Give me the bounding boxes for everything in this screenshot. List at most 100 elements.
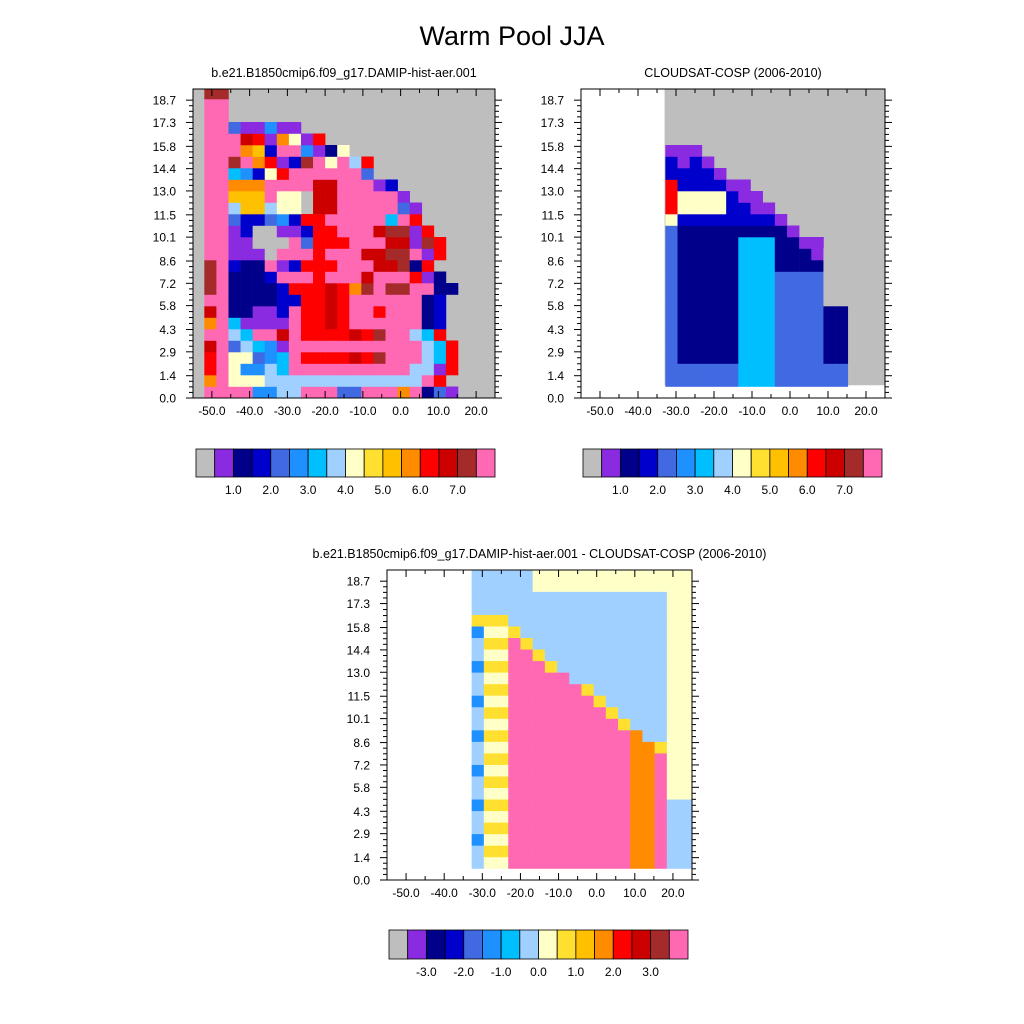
heatmap-cell bbox=[689, 283, 703, 295]
heatmap-cell bbox=[421, 329, 435, 341]
heatmap-cell bbox=[325, 306, 338, 318]
heatmap-cell bbox=[762, 248, 776, 261]
heatmap-cell bbox=[774, 352, 788, 364]
colorbar-label: 7.0 bbox=[836, 483, 853, 497]
heatmap-cell bbox=[581, 856, 594, 869]
heatmap-cell bbox=[496, 626, 509, 639]
heatmap-cell bbox=[726, 294, 739, 307]
heatmap-cell bbox=[252, 225, 266, 238]
heatmap-cell bbox=[762, 283, 776, 295]
heatmap-cell bbox=[520, 626, 533, 639]
heatmap-cell bbox=[421, 294, 435, 307]
heatmap-cell bbox=[483, 637, 497, 650]
heatmap-cell bbox=[361, 306, 374, 318]
heatmap-cell bbox=[665, 168, 678, 180]
heatmap-cell bbox=[762, 375, 776, 387]
heatmap-cell bbox=[823, 271, 836, 284]
heatmap-cell bbox=[677, 225, 690, 238]
heatmap-cell bbox=[605, 672, 619, 685]
heatmap-cell bbox=[228, 156, 241, 169]
heatmap-cell bbox=[471, 580, 485, 592]
heatmap-cell bbox=[786, 306, 800, 318]
heatmap-cell bbox=[786, 352, 800, 364]
heatmap-cell bbox=[581, 706, 594, 719]
heatmap-cell bbox=[421, 271, 435, 284]
x-tick-label: -40.0 bbox=[431, 886, 459, 900]
heatmap-cell bbox=[691, 570, 692, 581]
heatmap-cell bbox=[471, 591, 485, 604]
colorbar-swatch bbox=[862, 448, 883, 478]
heatmap-cell bbox=[630, 683, 643, 696]
y-tick-label: 1.4 bbox=[547, 369, 564, 383]
heatmap-cell bbox=[349, 260, 362, 272]
heatmap-cell bbox=[313, 352, 326, 364]
heatmap-cell bbox=[642, 856, 655, 869]
heatmap-cell bbox=[361, 248, 374, 261]
heatmap-cell bbox=[240, 260, 253, 272]
heatmap-cell bbox=[300, 317, 314, 330]
heatmap-cell bbox=[581, 637, 594, 650]
heatmap-cell bbox=[532, 683, 546, 696]
heatmap-cell bbox=[811, 248, 824, 261]
heatmap-cell bbox=[630, 660, 643, 673]
heatmap-cell bbox=[689, 248, 703, 261]
heatmap-cell bbox=[569, 810, 582, 823]
x-tick-label: -10.0 bbox=[545, 886, 573, 900]
heatmap-cell bbox=[264, 191, 278, 203]
heatmap-cell bbox=[483, 626, 497, 639]
heatmap-cell bbox=[544, 672, 558, 685]
heatmap-cell bbox=[216, 99, 229, 111]
colorbar-swatch bbox=[444, 929, 465, 960]
heatmap-cell bbox=[544, 614, 558, 627]
heatmap-cell bbox=[240, 202, 253, 215]
heatmap-cell bbox=[557, 810, 570, 823]
heatmap-cell bbox=[569, 776, 582, 789]
heatmap-cell bbox=[337, 363, 350, 376]
heatmap-cell bbox=[654, 718, 668, 731]
heatmap-cell bbox=[544, 570, 558, 581]
heatmap-cell bbox=[228, 352, 241, 364]
heatmap-cell bbox=[288, 179, 302, 192]
x-tick-label: 0.0 bbox=[782, 404, 799, 418]
heatmap-cell bbox=[204, 340, 217, 353]
heatmap-cell bbox=[618, 753, 631, 765]
heatmap-cell bbox=[738, 294, 751, 307]
heatmap-cell bbox=[313, 179, 326, 192]
heatmap-cell bbox=[433, 306, 447, 318]
heatmap-cell bbox=[557, 580, 570, 592]
heatmap-cell bbox=[786, 248, 800, 261]
heatmap-cell bbox=[240, 248, 253, 261]
heatmap-cell bbox=[569, 637, 582, 650]
heatmap-cell bbox=[349, 191, 362, 203]
heatmap-cell bbox=[630, 603, 643, 615]
heatmap-cell bbox=[738, 329, 751, 341]
heatmap-cell bbox=[313, 260, 326, 272]
heatmap-cell bbox=[679, 614, 692, 627]
heatmap-cell bbox=[823, 248, 836, 261]
heatmap-cell bbox=[726, 306, 739, 318]
heatmap-cell bbox=[618, 591, 631, 604]
heatmap-cell bbox=[726, 260, 739, 272]
heatmap-cell bbox=[654, 753, 668, 765]
heatmap-cell bbox=[471, 741, 485, 754]
heatmap-cell bbox=[605, 787, 619, 800]
heatmap-cell bbox=[532, 672, 546, 685]
heatmap-cell bbox=[313, 294, 326, 307]
colorbar-swatch bbox=[650, 929, 670, 960]
heatmap-cell bbox=[581, 845, 594, 858]
heatmap-cell bbox=[349, 237, 362, 249]
heatmap-cell bbox=[654, 741, 668, 754]
heatmap-cell bbox=[288, 156, 302, 169]
heatmap-cell bbox=[630, 741, 643, 754]
heatmap-cell bbox=[483, 833, 497, 846]
heatmap-cell bbox=[557, 683, 570, 696]
heatmap-cell bbox=[605, 718, 619, 731]
heatmap-cell bbox=[240, 329, 253, 341]
heatmap-cell bbox=[630, 649, 643, 662]
heatmap-cell bbox=[373, 340, 386, 353]
heatmap-cell bbox=[276, 237, 290, 249]
heatmap-cell bbox=[264, 168, 278, 180]
y-tick-label: 17.3 bbox=[541, 116, 565, 130]
heatmap-cell bbox=[228, 133, 241, 146]
heatmap-cell bbox=[325, 179, 338, 192]
